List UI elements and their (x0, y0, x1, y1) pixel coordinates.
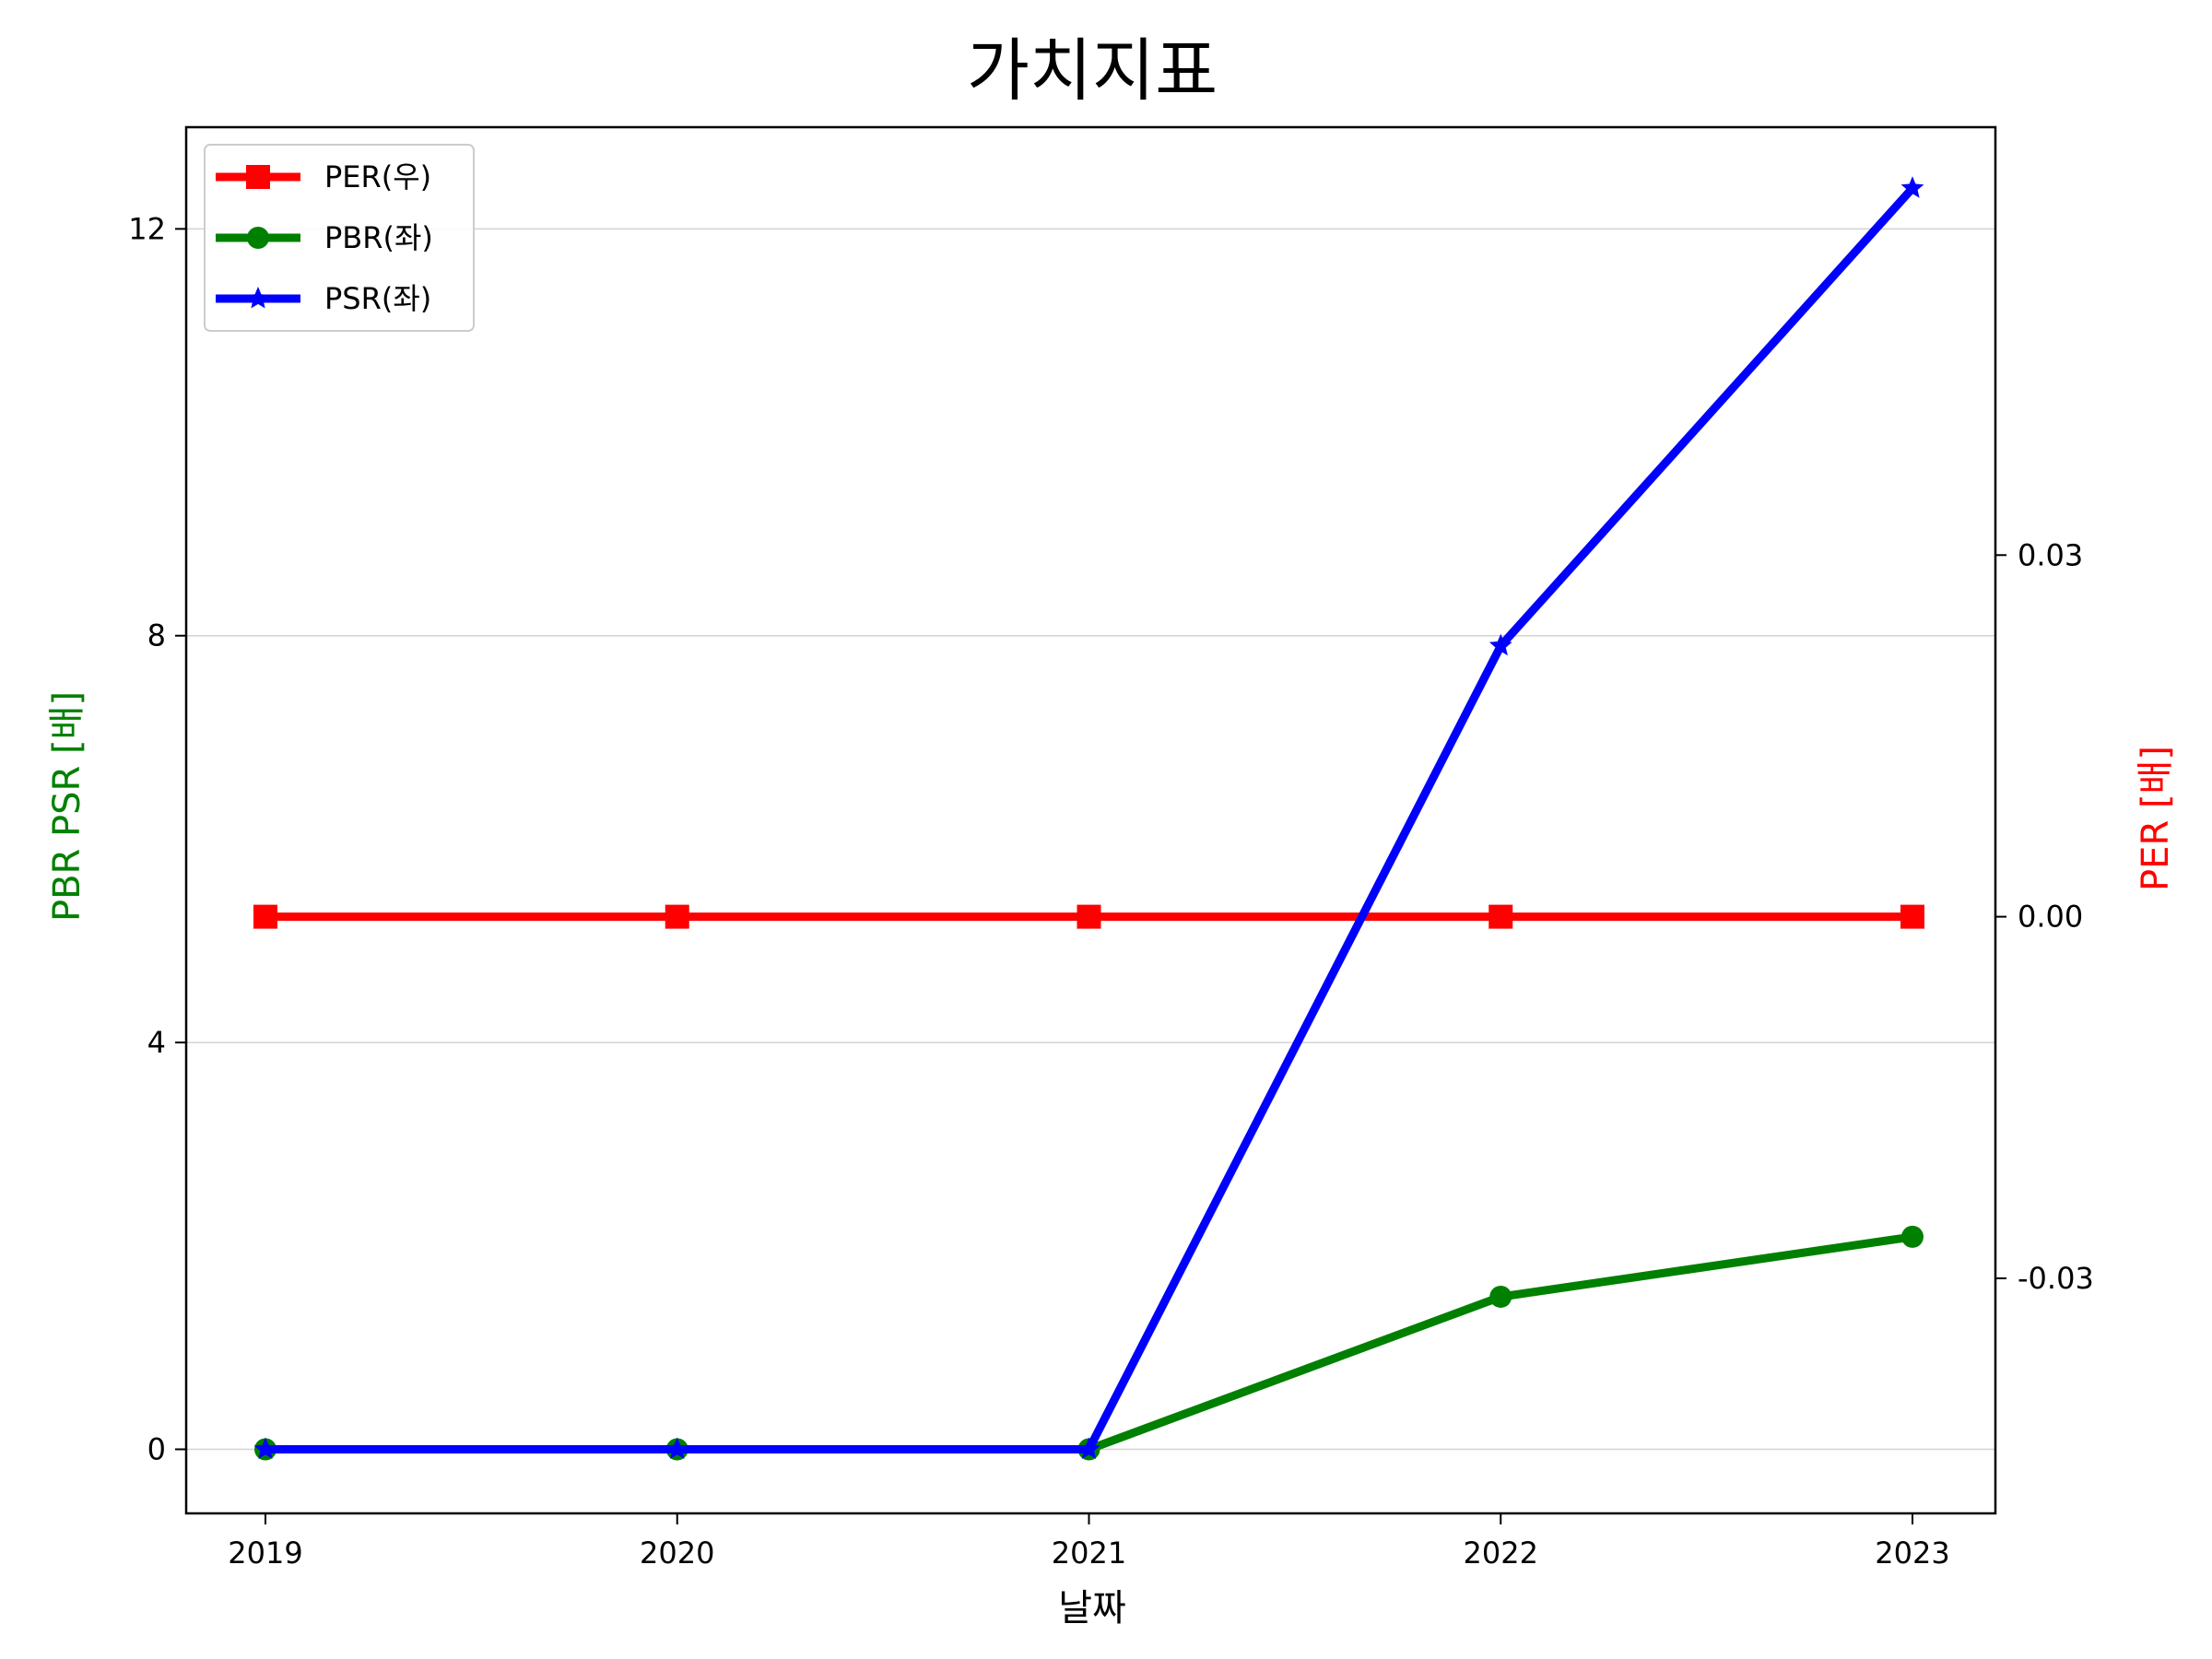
legend-marker (246, 287, 270, 309)
legend-item-pbr: PBR(좌) (216, 220, 433, 255)
x-tick-label: 2023 (1875, 1535, 1949, 1571)
series-line-pbr (265, 1232, 1913, 1453)
left-y-axis-title: PBR PSR [배] (46, 691, 88, 922)
left-tick-label: 0 (147, 1431, 166, 1466)
right-tick-label: 0.03 (2018, 537, 2083, 572)
legend-item-per: PER(우) (216, 159, 431, 194)
data-point-psr (1077, 1437, 1100, 1459)
data-point-pbr (1489, 1285, 1512, 1308)
legend-marker (246, 165, 270, 189)
data-point-pbr (1901, 1225, 1924, 1248)
x-tick-label: 2019 (228, 1535, 302, 1571)
right-y-axis-title: PER [배] (2135, 746, 2177, 891)
series-pbr (254, 1225, 1924, 1461)
data-point-psr (1900, 176, 1924, 198)
data-point-per (1900, 904, 1924, 929)
data-point-per (253, 904, 277, 929)
left-tick-label: 4 (147, 1025, 166, 1060)
right-tick-label: -0.03 (2018, 1261, 2094, 1296)
legend-label: PBR(좌) (324, 220, 433, 255)
legend-label: PER(우) (324, 159, 431, 194)
series-psr (253, 176, 1924, 1459)
series-layer (253, 176, 1924, 1461)
axes: 0 4 8 12 -0.03 0.00 0.03 2019 2020 2021 2022 2023 (128, 211, 2094, 1571)
legend: PER(우) PBR(좌) PSR(좌) (204, 144, 475, 332)
data-point-per (1077, 904, 1101, 929)
data-point-psr (253, 1437, 277, 1459)
legend-label: PSR(좌) (324, 281, 431, 316)
chart-title: 가치지표 (967, 31, 1218, 111)
data-point-psr (665, 1437, 689, 1459)
left-tick-label: 12 (128, 211, 166, 246)
legend-box (204, 144, 475, 332)
left-tick-label: 8 (147, 618, 166, 653)
data-point-per (665, 904, 689, 929)
legend-item-psr: PSR(좌) (216, 281, 431, 316)
series-per (253, 904, 1924, 929)
x-axis-title: 날짜 (1058, 1587, 1126, 1630)
data-point-per (1488, 904, 1513, 929)
plot-frame (184, 125, 1997, 1515)
x-tick-label: 2020 (640, 1535, 714, 1571)
legend-marker (247, 227, 269, 249)
series-line-psr (265, 185, 1916, 1453)
x-tick-label: 2021 (1052, 1535, 1126, 1571)
data-point-psr (1488, 633, 1512, 656)
x-tick-label: 2022 (1464, 1535, 1538, 1571)
right-tick-label: 0.00 (2018, 900, 2083, 935)
